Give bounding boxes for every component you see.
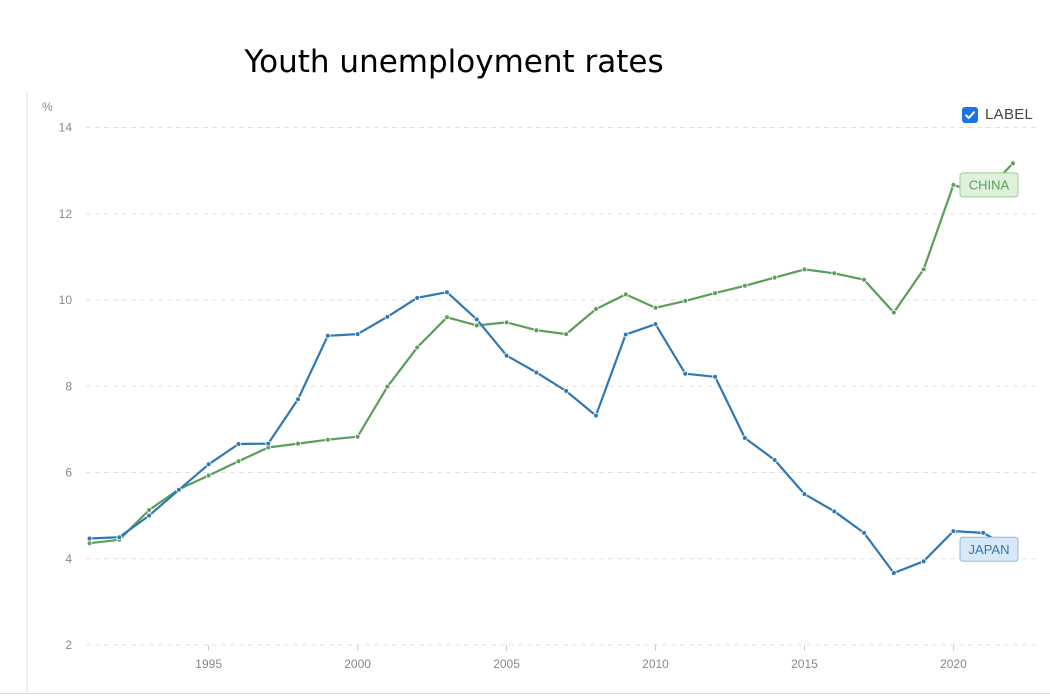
china-point-2001[interactable] <box>384 383 391 390</box>
japan-point-1991[interactable] <box>86 535 93 542</box>
japan-point-2017[interactable] <box>861 530 867 536</box>
china-point-2014[interactable] <box>771 274 778 281</box>
footer-divider <box>0 693 1050 694</box>
y-axis-unit: % <box>42 100 53 114</box>
y-tick-label: 12 <box>59 207 73 221</box>
japan-point-2014[interactable] <box>771 457 778 463</box>
china-point-2006[interactable] <box>533 327 540 333</box>
china-point-2022[interactable] <box>1010 160 1016 167</box>
china-point-2008[interactable] <box>593 306 599 312</box>
y-tick-label: 14 <box>59 121 73 135</box>
x-tick-label: 2015 <box>791 657 818 671</box>
japan-point-2002[interactable] <box>414 295 420 301</box>
china-point-1991[interactable] <box>86 540 93 547</box>
series-label-china: CHINA <box>959 172 1019 198</box>
japan-point-2012[interactable] <box>712 373 718 380</box>
x-tick-label: 1995 <box>195 657 222 671</box>
x-tick-label: 2010 <box>642 657 669 671</box>
x-tick-label: 2020 <box>940 657 967 671</box>
china-point-1996[interactable] <box>235 458 242 465</box>
japan-point-2011[interactable] <box>682 370 689 377</box>
series-label-text: CHINA <box>969 177 1010 192</box>
japan-point-2018[interactable] <box>891 570 897 576</box>
japan-point-2021[interactable] <box>980 530 987 536</box>
china-point-2003[interactable] <box>444 314 450 321</box>
japan-point-1993[interactable] <box>146 512 152 519</box>
japan-point-1992[interactable] <box>116 534 123 540</box>
china-point-2016[interactable] <box>831 270 838 277</box>
japan-point-2009[interactable] <box>622 331 629 338</box>
x-tick-label: 2005 <box>493 657 520 671</box>
series-labels: CHINA JAPAN <box>959 172 1019 562</box>
japan-point-2005[interactable] <box>503 352 510 359</box>
japan-point-1996[interactable] <box>235 441 242 447</box>
y-tick-label: 4 <box>65 552 72 566</box>
gridlines <box>86 127 1038 646</box>
label-checkbox[interactable] <box>962 106 978 123</box>
china-point-2010[interactable] <box>652 304 659 311</box>
china-point-2007[interactable] <box>563 331 569 337</box>
china-point-2020[interactable] <box>950 182 957 188</box>
chart-title: Youth unemployment rates <box>244 44 664 80</box>
china-point-1993[interactable] <box>146 507 152 513</box>
japan-point-2007[interactable] <box>563 388 569 394</box>
japan-point-2004[interactable] <box>473 316 480 323</box>
japan-point-2020[interactable] <box>950 528 957 534</box>
y-tick-label: 6 <box>65 466 72 480</box>
china-point-2013[interactable] <box>742 282 748 289</box>
china-point-2000[interactable] <box>354 433 361 440</box>
series-label-box <box>959 536 1019 562</box>
japan-point-2010[interactable] <box>652 321 659 327</box>
x-axis-ticks: 1995 2000 2005 2010 2015 2020 <box>195 645 967 671</box>
japan-point-1997[interactable] <box>265 440 272 447</box>
china-point-2018[interactable] <box>891 309 897 316</box>
china-point-2004[interactable] <box>473 322 480 329</box>
japan-point-2000[interactable] <box>354 331 361 337</box>
china-point-2002[interactable] <box>414 344 420 351</box>
japan-point-1999[interactable] <box>325 332 331 339</box>
japan-point-2019[interactable] <box>920 558 927 565</box>
china-point-2015[interactable] <box>801 266 808 273</box>
japan-point-2016[interactable] <box>831 508 838 515</box>
y-tick-label: 10 <box>59 293 73 307</box>
series-label-text: JAPAN <box>969 542 1010 557</box>
china-point-2011[interactable] <box>682 298 689 304</box>
series-label-japan: JAPAN <box>959 536 1019 562</box>
y-tick-label: 2 <box>65 638 72 652</box>
series-label-box <box>959 172 1019 198</box>
china-point-2019[interactable] <box>920 266 927 273</box>
japan-point-2006[interactable] <box>533 369 540 376</box>
y-tick-label: 8 <box>65 379 72 393</box>
checkmark-icon <box>965 110 975 119</box>
japan-point-2013[interactable] <box>742 435 748 441</box>
japan-point-2001[interactable] <box>384 314 391 320</box>
japan-point-1998[interactable] <box>295 396 301 402</box>
japan-point-1995[interactable] <box>205 461 212 468</box>
japan-point-2015[interactable] <box>801 491 808 497</box>
china-point-2017[interactable] <box>861 276 867 283</box>
china-point-1995[interactable] <box>205 472 212 479</box>
japan-point-1994[interactable] <box>176 486 182 493</box>
label-toggle-text: LABEL <box>985 106 1034 123</box>
series-line-china <box>88 162 1015 545</box>
series-lines <box>86 160 1016 576</box>
china-point-2012[interactable] <box>712 290 718 296</box>
china-point-2009[interactable] <box>622 291 629 298</box>
china-point-1998[interactable] <box>295 440 301 447</box>
japan-point-2003[interactable] <box>444 289 450 296</box>
x-tick-label: 2000 <box>344 657 371 671</box>
japan-point-2008[interactable] <box>593 412 599 419</box>
china-point-2005[interactable] <box>503 319 510 326</box>
y-axis-ticks: 2 4 6 8 10 12 14 <box>59 121 73 653</box>
label-toggle[interactable]: LABEL <box>962 106 1033 123</box>
series-line-japan <box>88 291 1015 575</box>
china-point-1999[interactable] <box>325 436 331 443</box>
